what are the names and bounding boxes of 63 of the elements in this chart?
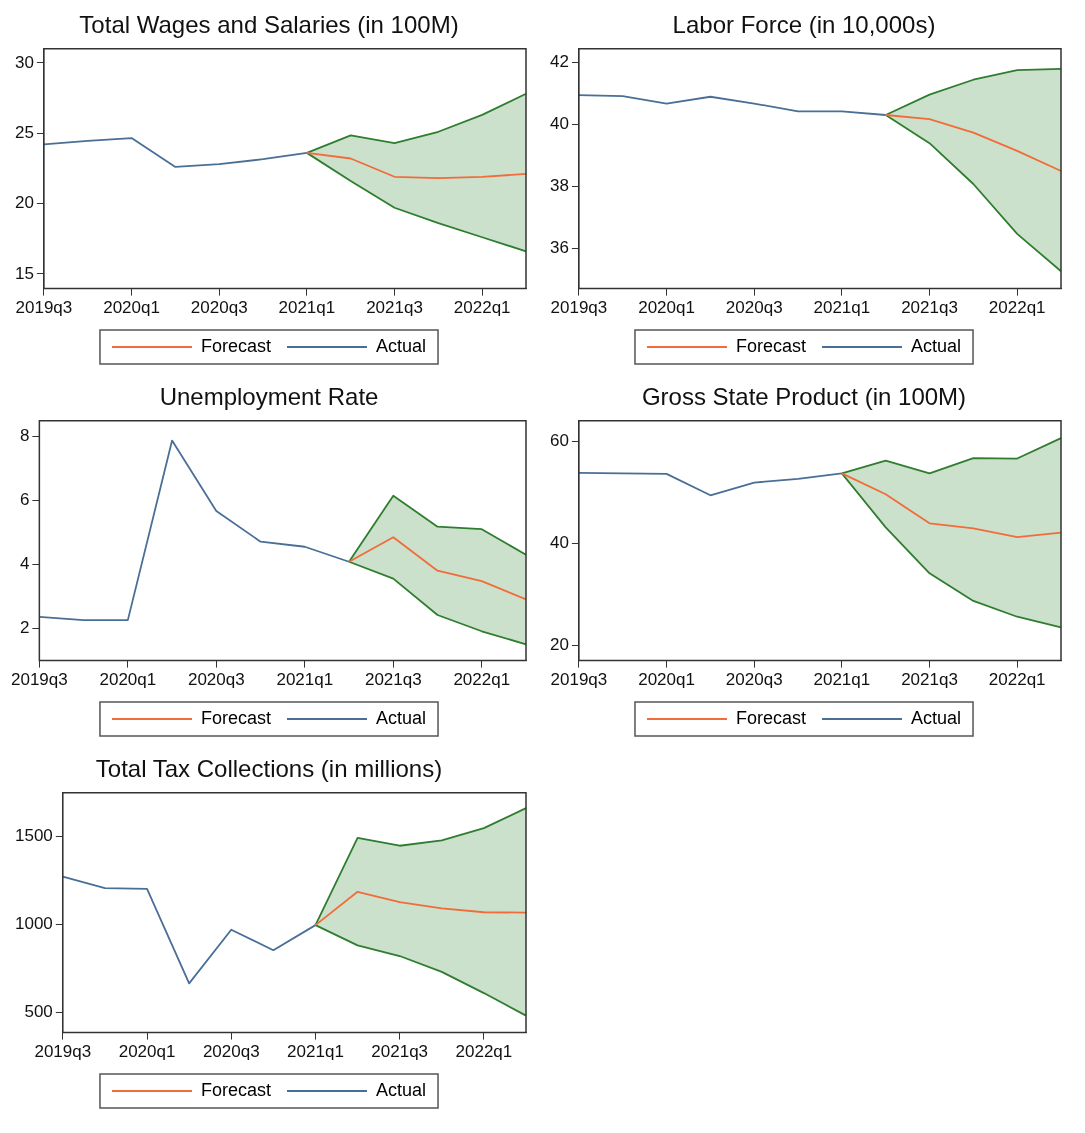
y-tick-label: 20 — [549, 635, 569, 655]
x-tick-label: 2020q3 — [202, 1042, 260, 1062]
legend-label: Actual — [911, 707, 962, 728]
chart-title: Total Wages and Salaries (in 100M) — [79, 11, 459, 39]
y-tick-label: 15 — [14, 263, 34, 283]
y-tick-label: 40 — [549, 533, 569, 553]
y-tick-label: 25 — [14, 122, 34, 142]
x-tick-label: 2019q3 — [550, 670, 608, 690]
x-tick-label: 2022q1 — [988, 670, 1046, 690]
legend-label: Actual — [376, 1079, 427, 1100]
x-tick-label: 2022q1 — [455, 1042, 513, 1062]
y-tick-label: 2 — [19, 617, 30, 637]
x-tick-label: 2020q3 — [190, 298, 248, 318]
chart-title: Total Tax Collections (in millions) — [95, 755, 443, 783]
x-tick-label: 2020q1 — [638, 670, 695, 690]
y-tick-label: 8 — [19, 426, 30, 446]
legend-label: Forecast — [735, 707, 807, 728]
y-tick-label: 1500 — [14, 825, 53, 845]
y-tick-label: 20 — [14, 193, 34, 213]
y-tick-label: 4 — [19, 553, 30, 573]
legend-label: Actual — [911, 335, 962, 356]
x-tick-label: 2019q3 — [550, 298, 608, 318]
x-tick-label: 2021q1 — [276, 670, 334, 690]
y-tick-label: 38 — [549, 176, 569, 196]
x-tick-label: 2020q1 — [638, 298, 695, 318]
y-tick-label: 36 — [549, 238, 569, 258]
x-tick-label: 2019q3 — [15, 298, 73, 318]
x-tick-label: 2022q1 — [453, 298, 511, 318]
legend-label: Forecast — [200, 335, 272, 356]
legend-label: Forecast — [200, 1079, 272, 1100]
x-tick-label: 2021q3 — [371, 1042, 429, 1062]
x-tick-label: 2021q3 — [366, 298, 423, 318]
x-tick-label: 2020q1 — [118, 1042, 176, 1062]
x-tick-label: 2020q3 — [725, 298, 783, 318]
chart-title: Labor Force (in 10,000s) — [672, 11, 936, 39]
chart-title: Gross State Product (in 100M) — [641, 383, 967, 411]
x-tick-label: 2021q3 — [364, 670, 422, 690]
y-tick-label: 40 — [549, 114, 569, 134]
x-tick-label: 2020q3 — [725, 670, 783, 690]
legend-label: Forecast — [735, 335, 807, 356]
y-tick-label: 1000 — [14, 913, 53, 933]
x-tick-label: 2020q1 — [99, 670, 157, 690]
x-tick-label: 2021q3 — [901, 298, 958, 318]
x-tick-label: 2021q1 — [278, 298, 336, 318]
legend-label: Actual — [376, 335, 427, 356]
y-tick-label: 500 — [24, 1002, 53, 1022]
x-tick-label: 2020q1 — [103, 298, 160, 318]
x-tick-label: 2021q1 — [287, 1042, 344, 1062]
x-tick-label: 2019q3 — [11, 670, 68, 690]
legend-label: Forecast — [200, 707, 272, 728]
legend-label: Actual — [376, 707, 427, 728]
x-tick-label: 2021q1 — [813, 670, 871, 690]
y-tick-label: 42 — [549, 52, 569, 72]
y-tick-label: 30 — [14, 52, 34, 72]
x-tick-label: 2021q1 — [813, 298, 871, 318]
y-tick-label: 6 — [19, 490, 30, 510]
x-tick-label: 2021q3 — [901, 670, 958, 690]
x-tick-label: 2022q1 — [453, 670, 511, 690]
chart-title: Unemployment Rate — [159, 383, 379, 411]
x-tick-label: 2019q3 — [34, 1042, 92, 1062]
x-tick-label: 2022q1 — [988, 298, 1046, 318]
x-tick-label: 2020q3 — [187, 670, 245, 690]
y-tick-label: 60 — [549, 431, 569, 451]
